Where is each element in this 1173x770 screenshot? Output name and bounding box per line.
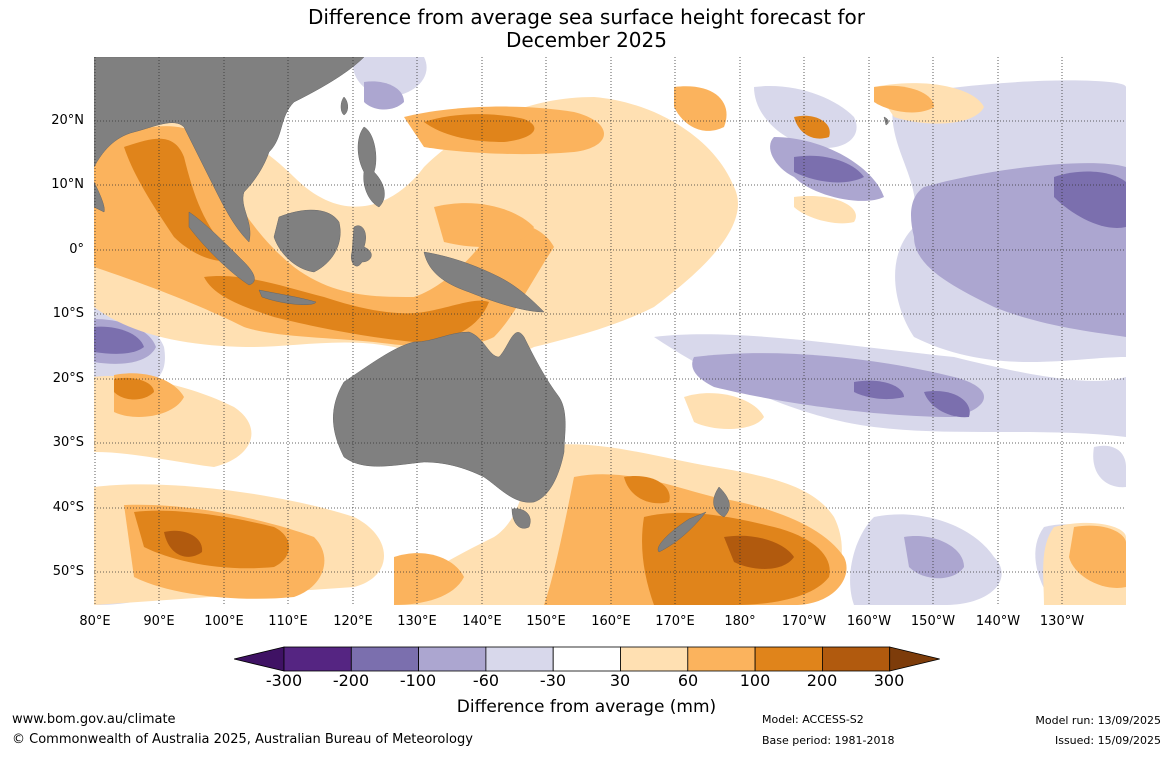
colorbar-tick: 30 <box>609 671 631 690</box>
lat-label-10n: 10°N <box>51 177 84 192</box>
lon-label: 100°E <box>204 614 244 629</box>
colorbar-tick: 200 <box>806 671 838 690</box>
lat-label-10s: 10°S <box>52 306 84 321</box>
lon-label: 90°E <box>143 614 175 629</box>
lon-label: 170°E <box>655 614 695 629</box>
colorbar-segment <box>283 646 352 672</box>
colorbar-extend-high <box>889 646 940 672</box>
colorbar-segment <box>822 646 891 672</box>
lon-label: 110°E <box>268 614 308 629</box>
map-title-line2: December 2025 <box>506 28 667 52</box>
lon-label: 160°E <box>591 614 631 629</box>
colorbar-tick: -60 <box>472 671 500 690</box>
lon-label: 150°W <box>910 614 956 629</box>
colorbar-segment <box>620 646 689 672</box>
issued-text: Issued: 15/09/2025 <box>1054 734 1161 747</box>
lon-label: 120°E <box>333 614 373 629</box>
website-link[interactable]: www.bom.gov.au/climate <box>12 712 176 727</box>
lon-label: 140°W <box>975 614 1021 629</box>
model-text: Model: ACCESS-S2 <box>762 713 864 726</box>
colorbar-segment <box>485 646 554 672</box>
lat-label-40s: 40°S <box>52 500 84 515</box>
lon-label: 140°E <box>462 614 502 629</box>
colorbar-tick: -200 <box>332 671 370 690</box>
map-title-line1: Difference from average sea surface heig… <box>307 5 866 29</box>
graticule <box>94 57 1126 605</box>
colorbar-tick: -30 <box>539 671 567 690</box>
copyright-text: © Commonwealth of Australia 2025, Austra… <box>12 732 473 747</box>
colorbar-tick: -300 <box>265 671 303 690</box>
colorbar-extend-low <box>234 646 285 672</box>
sea-surface-height-map <box>94 57 1126 605</box>
lon-label: 160°W <box>846 614 892 629</box>
lon-label: 80°E <box>79 614 111 629</box>
colorbar-segment <box>687 646 756 672</box>
colorbar-tick: -100 <box>399 671 437 690</box>
lon-label: 150°E <box>526 614 566 629</box>
colorbar-tick: 300 <box>873 671 905 690</box>
colorbar <box>234 646 940 672</box>
model-run-text: Model run: 13/09/2025 <box>1035 714 1161 727</box>
base-period-text: Base period: 1981-2018 <box>762 734 895 747</box>
anomaly-brown <box>164 530 794 569</box>
lat-label-30s: 30°S <box>52 435 84 450</box>
lat-label-50s: 50°S <box>52 564 84 579</box>
colorbar-segment <box>350 646 420 672</box>
lat-label-20n: 20°N <box>51 113 84 128</box>
colorbar-label: Difference from average (mm) <box>456 697 717 717</box>
colorbar-tick: 100 <box>739 671 771 690</box>
lon-label: 130°W <box>1039 614 1085 629</box>
lat-label-0: 0° <box>69 242 84 257</box>
lon-label: 170°W <box>781 614 827 629</box>
land-masses <box>94 57 889 553</box>
lon-label: 180° <box>724 614 756 629</box>
colorbar-segment <box>552 646 621 672</box>
colorbar-segment <box>754 646 823 672</box>
lat-label-20s: 20°S <box>52 371 84 386</box>
colorbar-segment <box>418 646 487 672</box>
colorbar-tick: 60 <box>677 671 699 690</box>
lon-label: 130°E <box>397 614 437 629</box>
